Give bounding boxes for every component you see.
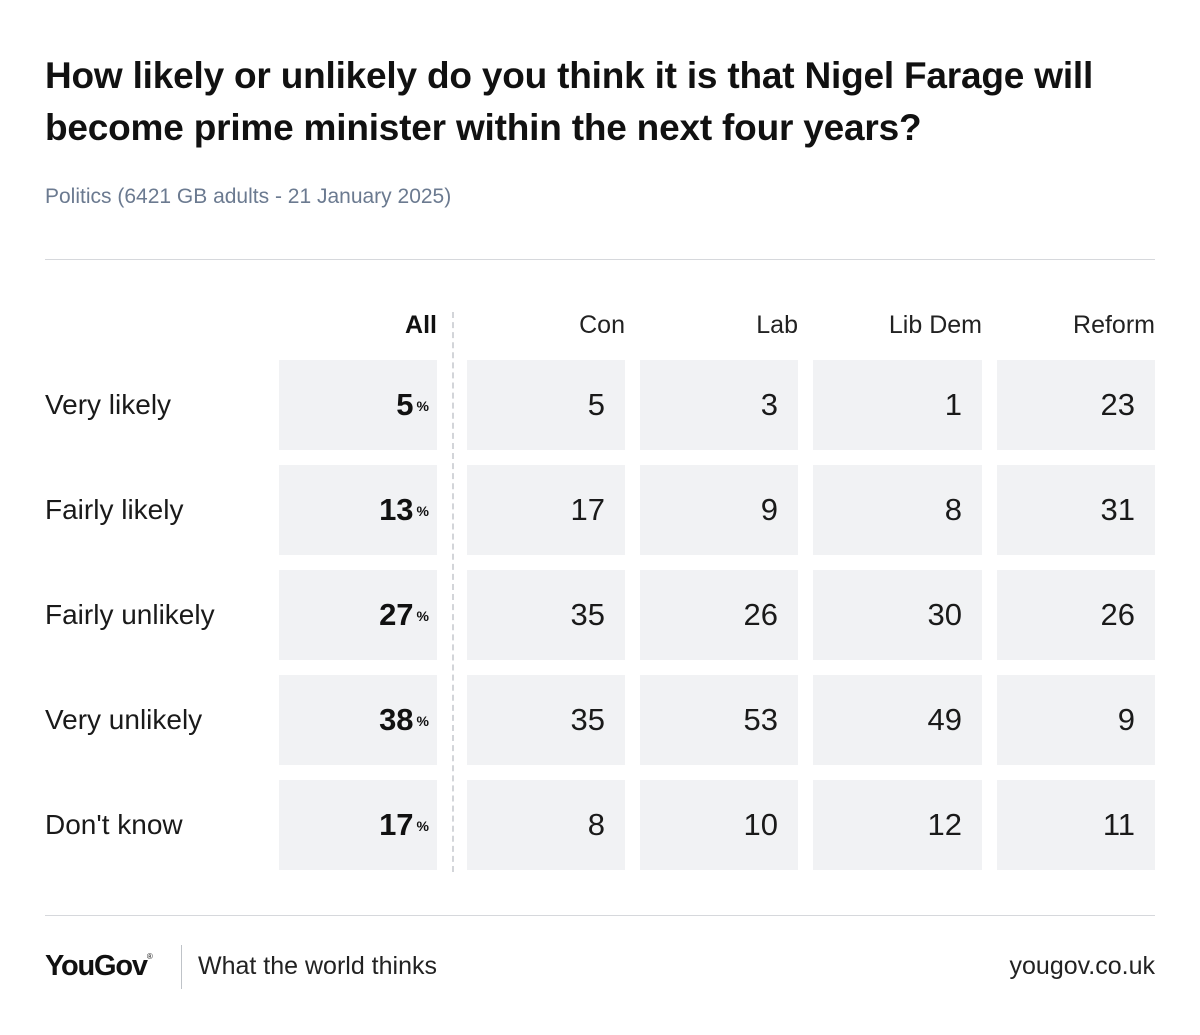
cell-fairly-unlikely-con: 35: [467, 570, 625, 660]
all-column-divider: [452, 312, 454, 872]
cell-value: 10: [743, 807, 778, 842]
logo-mark: ®: [146, 952, 153, 961]
bottom-divider: [45, 915, 1155, 916]
percent-sign: %: [416, 398, 429, 414]
cell-value: 12: [927, 807, 962, 842]
cell-very-likely-reform: 23: [997, 360, 1155, 450]
cell-value: 31: [1100, 492, 1135, 527]
top-divider: [45, 259, 1155, 260]
row-label-very-unlikely: Very unlikely: [45, 704, 203, 735]
cell-fairly-unlikely-reform: 26: [997, 570, 1155, 660]
cell-value: 38: [379, 702, 414, 737]
chart-subtitle: Politics (6421 GB adults - 21 January 20…: [45, 185, 452, 208]
cell-value: 26: [743, 597, 778, 632]
cell-fairly-likely-con: 17: [467, 465, 625, 555]
cell-value: 8: [587, 807, 605, 842]
cell-fairly-likely-all: 13%: [279, 465, 437, 555]
cell-value: 13: [379, 492, 414, 527]
cell-very-unlikely-lab: 53: [640, 675, 798, 765]
cell-very-likely-all: 5%: [279, 360, 437, 450]
cell-value: 23: [1100, 387, 1135, 422]
column-header-lib-dem: Lib Dem: [888, 311, 982, 339]
chart-title: How likely or unlikely do you think it i…: [45, 55, 1094, 148]
cell-value: 17: [379, 807, 414, 842]
cell-value: 9: [1117, 702, 1135, 737]
cell-value: 5: [587, 387, 605, 422]
cell-value: 49: [927, 702, 962, 737]
footer-site-link[interactable]: yougov.co.uk: [1009, 952, 1155, 980]
row-label-fairly-unlikely: Fairly unlikely: [45, 599, 215, 630]
row-label-don-t-know: Don't know: [45, 809, 183, 840]
yougov-logo: YouGov®: [45, 950, 153, 983]
cell-value: 5: [396, 387, 414, 422]
cell-value: 11: [1102, 807, 1135, 842]
cell-very-unlikely-reform: 9: [997, 675, 1155, 765]
logo-text: YouGov: [45, 950, 148, 982]
cell-value: 30: [927, 597, 962, 632]
cell-very-likely-lab: 3: [640, 360, 798, 450]
percent-sign: %: [416, 503, 429, 519]
cell-don-t-know-lab: 10: [640, 780, 798, 870]
cell-very-unlikely-all: 38%: [279, 675, 437, 765]
row-label-very-likely: Very likely: [45, 389, 172, 420]
cell-fairly-likely-lib-dem: 8: [813, 465, 982, 555]
cell-fairly-unlikely-lib-dem: 30: [813, 570, 982, 660]
column-header-reform: Reform: [1073, 311, 1155, 339]
column-header-lab: Lab: [756, 311, 798, 339]
cell-don-t-know-reform: 11: [997, 780, 1155, 870]
cell-don-t-know-all: 17%: [279, 780, 437, 870]
cell-value: 35: [570, 597, 605, 632]
column-header-con: Con: [579, 311, 625, 339]
column-header-all: All: [405, 311, 437, 339]
cell-very-unlikely-lib-dem: 49: [813, 675, 982, 765]
footer-tagline: What the world thinks: [198, 952, 437, 980]
percent-sign: %: [416, 608, 429, 624]
cell-fairly-likely-lab: 9: [640, 465, 798, 555]
cell-value: 26: [1100, 597, 1135, 632]
percent-sign: %: [416, 818, 429, 834]
cell-very-likely-lib-dem: 1: [813, 360, 982, 450]
cell-value: 53: [743, 702, 778, 737]
cell-fairly-likely-reform: 31: [997, 465, 1155, 555]
cell-value: 27: [379, 597, 414, 632]
cell-value: 9: [760, 492, 778, 527]
percent-sign: %: [416, 713, 429, 729]
cell-very-likely-con: 5: [467, 360, 625, 450]
cell-value: 35: [570, 702, 605, 737]
cell-fairly-unlikely-all: 27%: [279, 570, 437, 660]
cell-value: 8: [944, 492, 962, 527]
cell-very-unlikely-con: 35: [467, 675, 625, 765]
row-label-fairly-likely: Fairly likely: [45, 494, 184, 525]
cell-value: 17: [570, 492, 605, 527]
cell-don-t-know-lib-dem: 12: [813, 780, 982, 870]
cell-fairly-unlikely-lab: 26: [640, 570, 798, 660]
cell-value: 1: [944, 387, 962, 422]
footer-separator: [181, 945, 182, 989]
cell-don-t-know-con: 8: [467, 780, 625, 870]
cell-value: 3: [760, 387, 778, 422]
